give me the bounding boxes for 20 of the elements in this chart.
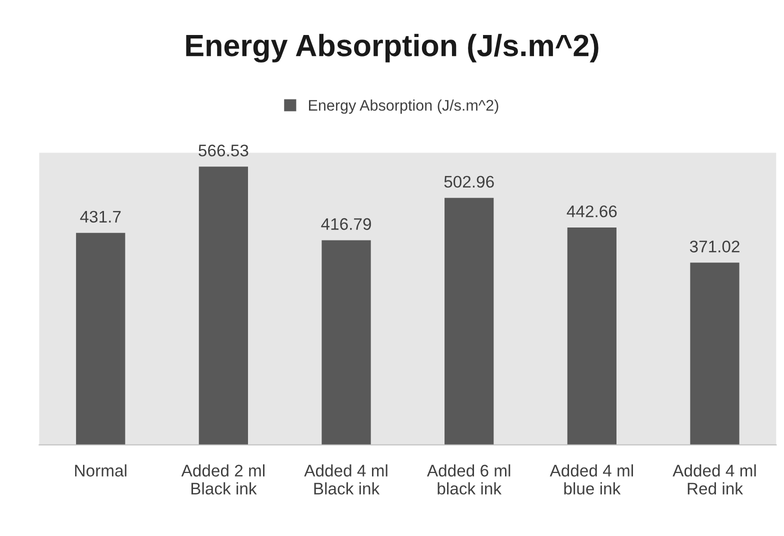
x-tick-label: Normal	[75, 464, 126, 477]
data-label: 431.7	[80, 210, 121, 223]
x-tick-label: Added 4 ml Black ink	[304, 464, 388, 495]
data-label: 442.66	[566, 205, 617, 218]
x-tick-label: Added 2 ml Black ink	[181, 464, 264, 495]
data-label: 371.02	[690, 240, 740, 252]
bar	[198, 166, 248, 445]
bar	[444, 198, 494, 445]
data-label: 502.96	[444, 176, 494, 188]
x-tick-label: Added 6 ml black ink	[426, 464, 510, 495]
data-label: 416.79	[321, 218, 371, 230]
bar	[76, 232, 126, 445]
x-tick-label: Added 4 ml blue ink	[550, 464, 633, 495]
bar	[567, 228, 616, 445]
chart-title: Energy Absorption (J/s.m^2)	[186, 34, 598, 63]
data-label: 566.53	[198, 144, 248, 156]
bar	[690, 262, 740, 445]
legend-label: Energy Absorption (J/s.m^2)	[309, 100, 498, 114]
bar	[322, 240, 371, 445]
x-tick-label: Added 4 ml Red ink	[672, 464, 756, 495]
